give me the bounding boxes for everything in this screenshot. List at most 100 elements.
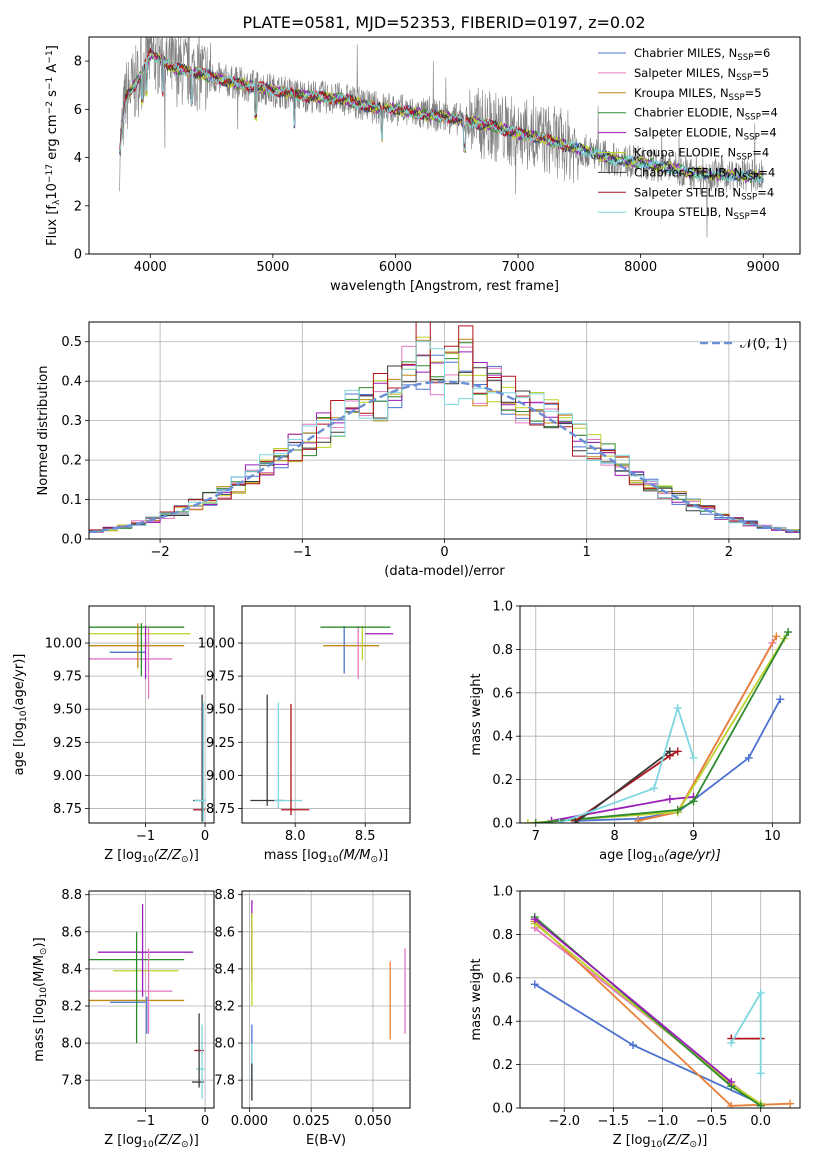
y-tick-label: 8.75	[206, 802, 235, 817]
x-axis-label: Z [log10(Z/Z⊙)]	[613, 1133, 708, 1150]
mass-weight-marker	[523, 819, 532, 823]
axes-frame	[241, 890, 411, 1109]
y-tick-label: 0	[74, 248, 82, 263]
x-tick-label: 8	[611, 829, 619, 844]
legend-entry: Chabrier MILES, NSSP=6	[634, 46, 770, 63]
legend-entry: Chabrier STELIB, NSSP=4	[634, 165, 775, 182]
mass-weight-line-2	[638, 642, 774, 822]
axes-frame	[519, 605, 801, 824]
mass-weight-marker	[772, 632, 781, 641]
observed-spectrum	[119, 37, 764, 238]
axes-frame	[88, 36, 801, 255]
x-tick-label: 0.025	[293, 1114, 330, 1129]
y-tick-label: 9.00	[53, 769, 82, 784]
x-axis-label: (data-model)/error	[384, 564, 505, 579]
y-tick-label: 0.0	[61, 533, 82, 548]
y-tick-label: 8.4	[214, 962, 235, 977]
y-tick-label: 0.0	[492, 817, 513, 832]
model-spectrum-8	[119, 46, 571, 152]
panel-mass-vs-Z: −1 0 7.8 8.0 8.2 8.4 8.6 8.8 Z [log10(Z/Z⊙)] mass…	[32, 888, 215, 1150]
x-tick-label: 9	[689, 829, 697, 844]
y-tick-label: 8	[74, 55, 82, 70]
residual-histogram-9	[89, 340, 800, 532]
y-tick-label: 1.0	[492, 885, 513, 900]
legend-entry: Salpeter STELIB, NSSP=4	[634, 185, 774, 202]
mass-weight-marker	[665, 747, 674, 756]
mass-weight-marker	[673, 703, 682, 712]
mass-weight-marker	[673, 747, 682, 756]
panel-mass-weight-vs-Z: −2.0 −1.5 −1.0 −0.5 0.0 0.0 0.2 0.4 0.6 0.8 1.0 Z […	[469, 885, 801, 1150]
model-spectrum-9	[119, 51, 764, 185]
y-tick-label: 0.4	[61, 375, 82, 390]
x-tick-label: 2	[725, 545, 733, 560]
x-tick-label: 8000	[624, 260, 657, 275]
y-tick-label: 0.2	[61, 454, 82, 469]
y-tick-label: 8.6	[61, 925, 82, 940]
plot-area	[250, 625, 394, 816]
y-tick-label: 0.6	[492, 686, 513, 701]
axes-frame	[88, 321, 801, 540]
x-tick-label: −1	[293, 545, 312, 560]
axes-frame	[88, 890, 215, 1109]
plot-area	[523, 628, 793, 823]
y-tick-label: 10.00	[198, 637, 235, 652]
y-axis-label: age [log10(age/yr)]	[12, 654, 29, 776]
panel-mass-vs-ebv: 0.000 0.025 0.050 7.8 8.0 8.2 8.4 8.6 8.8 E(B-V)	[214, 888, 411, 1148]
y-axis-label: mass weight	[469, 958, 484, 1040]
figure-title: PLATE=0581, MJD=52353, FIBERID=0197, z=0…	[242, 13, 645, 32]
y-tick-label: 0.6	[492, 971, 513, 986]
y-tick-label: 8.75	[53, 802, 82, 817]
y-tick-label: 8.0	[214, 1037, 235, 1052]
y-tick-label: 0.5	[61, 335, 82, 350]
axes-frame	[241, 605, 411, 824]
y-tick-label: 0.0	[492, 1102, 513, 1117]
plot-area	[251, 900, 406, 1101]
x-tick-label: 7000	[502, 260, 535, 275]
y-tick-label: 9.50	[53, 703, 82, 718]
y-tick-label: 0.1	[61, 493, 82, 508]
mass-weight-marker	[727, 1077, 736, 1086]
x-tick-label: 4000	[134, 260, 167, 275]
y-tick-label: 0.8	[492, 928, 513, 943]
x-tick-label: 0.0	[750, 1114, 771, 1129]
panel-mass-weight-vs-age: 7 8 9 10 0.0 0.2 0.4 0.6 0.8 1.0 age [log10(age/yr…	[469, 600, 801, 865]
mass-weight-marker	[756, 988, 765, 997]
mass-weight-marker	[689, 797, 698, 806]
mass-weight-line-6	[535, 631, 789, 823]
x-tick-label: 8.0	[285, 829, 306, 844]
mass-weight-marker	[776, 695, 785, 704]
panel-spectrum: 4000 5000 6000 7000 8000 9000 0 2 4 6 8 wavelength …	[45, 36, 801, 294]
plot-area	[89, 903, 205, 1099]
y-tick-label: 8.8	[61, 888, 82, 903]
y-tick-label: 2	[74, 199, 82, 214]
y-tick-label: 0.4	[492, 1015, 513, 1030]
x-tick-label: 0	[201, 829, 209, 844]
mass-weight-marker	[650, 784, 659, 793]
y-tick-label: 9.25	[206, 736, 235, 751]
plot-area	[530, 913, 795, 1108]
y-tick-label: 7.8	[214, 1074, 235, 1089]
y-axis-label: mass weight	[469, 673, 484, 755]
y-tick-label: 7.8	[61, 1074, 82, 1089]
y-tick-label: 1.0	[492, 600, 513, 615]
y-tick-label: 8.2	[214, 999, 235, 1014]
mass-weight-marker	[571, 819, 580, 823]
y-tick-label: 9.75	[206, 670, 235, 685]
gaussian-legend-label: 𝒩(0, 1)	[740, 337, 787, 352]
mass-weight-marker	[530, 915, 539, 924]
panel-age-vs-Z: −1 0 8.75 9.00 9.25 9.50 9.75 10.00 Z [log10(Z/Z…	[12, 605, 215, 865]
x-tick-label: 7	[532, 829, 540, 844]
legend-entry: Salpeter MILES, NSSP=5	[634, 66, 769, 83]
mass-weight-marker	[727, 1038, 736, 1047]
y-tick-label: 9.75	[53, 670, 82, 685]
y-tick-label: 0.4	[492, 730, 513, 745]
y-tick-label: 9.50	[206, 703, 235, 718]
x-axis-label: mass [log10(M/M⊙)]	[264, 848, 388, 865]
legend-entry: Chabrier ELODIE, NSSP=4	[634, 106, 778, 123]
mass-weight-marker	[756, 1069, 765, 1078]
y-tick-label: 0.2	[492, 1058, 513, 1073]
x-tick-label: −1.5	[598, 1114, 630, 1129]
y-axis-label: Flux [fλ10−17 erg cm−2 s−1 A−1]	[45, 45, 62, 246]
x-axis-label: Z [log10(Z/Z⊙)]	[104, 848, 199, 865]
mass-weight-marker	[744, 753, 753, 762]
